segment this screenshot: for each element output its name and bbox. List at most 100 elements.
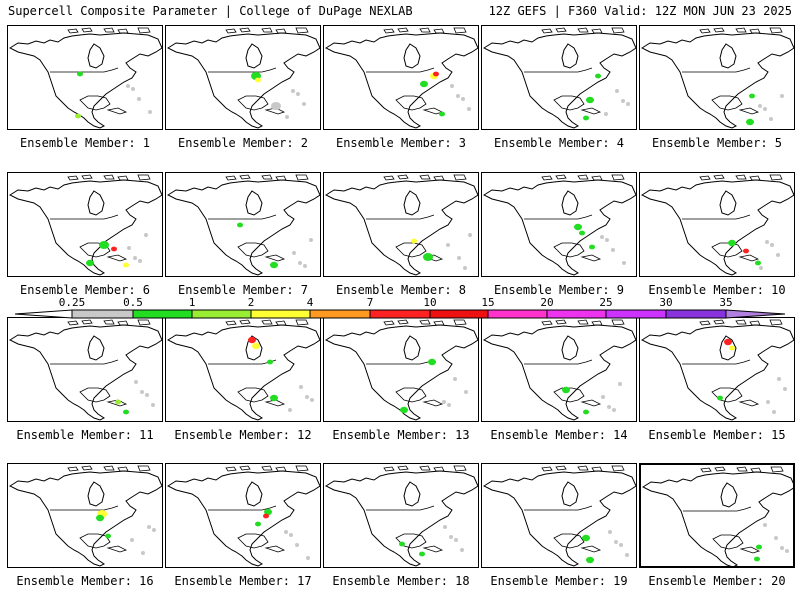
ensemble-member-map-7[interactable] bbox=[165, 172, 321, 277]
ensemble-member-map-18[interactable] bbox=[323, 463, 479, 568]
arctic-island bbox=[453, 27, 467, 34]
arctic-island bbox=[81, 174, 93, 180]
arctic-island bbox=[295, 174, 309, 181]
arctic-island bbox=[555, 27, 567, 33]
ensemble-member-label: Ensemble Member: 5 bbox=[651, 136, 783, 150]
ensemble-member-label: Ensemble Member: 8 bbox=[335, 283, 467, 297]
scp-low-region bbox=[127, 246, 131, 250]
scp-region bbox=[399, 541, 405, 547]
scp-region bbox=[271, 102, 281, 110]
scp-region bbox=[583, 115, 589, 121]
ensemble-member-map-12[interactable] bbox=[165, 317, 321, 422]
arctic-island bbox=[419, 27, 431, 33]
coastline bbox=[641, 471, 793, 566]
arctic-island bbox=[577, 319, 589, 325]
scp-low-region bbox=[605, 238, 609, 242]
ensemble-member-label: Ensemble Member: 2 bbox=[177, 136, 309, 150]
arctic-island bbox=[137, 465, 151, 472]
ensemble-member-map-9[interactable] bbox=[481, 172, 637, 277]
arctic-island bbox=[275, 175, 287, 181]
ensemble-member-map-11[interactable] bbox=[7, 317, 163, 422]
scp-region bbox=[400, 406, 408, 414]
scp-region bbox=[75, 113, 81, 119]
coastline bbox=[166, 470, 320, 567]
scp-low-region bbox=[614, 540, 618, 544]
scp-region bbox=[717, 395, 723, 401]
coastline bbox=[8, 324, 162, 421]
ensemble-member-map-19[interactable] bbox=[481, 463, 637, 568]
ensemble-member-label: Ensemble Member: 3 bbox=[335, 136, 467, 150]
ensemble-member-map-20[interactable] bbox=[639, 463, 795, 568]
ensemble-member-map-14[interactable] bbox=[481, 317, 637, 422]
scp-low-region bbox=[141, 551, 145, 555]
ensemble-member-label: Ensemble Member: 6 bbox=[19, 283, 151, 297]
scp-region bbox=[115, 399, 121, 405]
arctic-island bbox=[225, 466, 237, 472]
scp-region bbox=[579, 230, 585, 236]
ensemble-member-map-4[interactable] bbox=[481, 25, 637, 130]
scp-low-region bbox=[619, 543, 623, 547]
arctic-island bbox=[591, 320, 603, 326]
arctic-island bbox=[611, 465, 625, 472]
arctic-island bbox=[591, 466, 603, 472]
ensemble-member-map-5[interactable] bbox=[639, 25, 795, 130]
scp-low-region bbox=[785, 549, 789, 553]
color-scale-segment bbox=[605, 309, 667, 319]
scp-low-region bbox=[612, 408, 616, 412]
us-canada-border bbox=[366, 359, 435, 365]
arctic-island bbox=[735, 174, 747, 180]
scp-low-region bbox=[461, 97, 465, 101]
scp-low-region bbox=[460, 548, 464, 552]
ensemble-member-label: Ensemble Member: 10 bbox=[648, 283, 786, 297]
scp-low-region bbox=[133, 256, 137, 260]
scp-low-region bbox=[464, 390, 468, 394]
gulf-coast bbox=[553, 95, 585, 111]
ensemble-member-map-15[interactable] bbox=[639, 317, 795, 422]
arctic-island bbox=[225, 175, 237, 181]
ensemble-member-map-10[interactable] bbox=[639, 172, 795, 277]
ensemble-member-map-3[interactable] bbox=[323, 25, 479, 130]
scp-low-region bbox=[449, 535, 453, 539]
coastline bbox=[166, 179, 320, 276]
color-scale-bar bbox=[14, 309, 786, 319]
ensemble-member-map-8[interactable] bbox=[323, 172, 479, 277]
color-scale-segment bbox=[14, 309, 73, 319]
gulf-coast bbox=[553, 533, 585, 549]
gulf-coast bbox=[237, 242, 269, 258]
arctic-island bbox=[699, 28, 711, 34]
us-canada-border bbox=[208, 214, 277, 220]
hudson-bay bbox=[403, 335, 421, 361]
arctic-island bbox=[117, 320, 129, 326]
ensemble-member-label: Ensemble Member: 12 bbox=[174, 428, 312, 442]
ensemble-member-map-1[interactable] bbox=[7, 25, 163, 130]
arctic-island bbox=[397, 27, 409, 33]
scp-low-region bbox=[608, 530, 612, 534]
north-america-map bbox=[640, 174, 794, 276]
ensemble-member-map-6[interactable] bbox=[7, 172, 163, 277]
hudson-bay bbox=[87, 190, 105, 216]
color-scale-segment bbox=[487, 309, 548, 319]
ensemble-member-map-17[interactable] bbox=[165, 463, 321, 568]
arctic-island bbox=[591, 28, 603, 34]
ensemble-member-label: Ensemble Member: 17 bbox=[174, 574, 312, 588]
ensemble-member-map-13[interactable] bbox=[323, 317, 479, 422]
us-canada-border bbox=[524, 67, 593, 73]
color-scale-level: 30 bbox=[659, 296, 673, 309]
arctic-island bbox=[713, 319, 725, 325]
arctic-island bbox=[714, 466, 726, 472]
arctic-island bbox=[225, 28, 237, 34]
ensemble-member-map-16[interactable] bbox=[7, 463, 163, 568]
arctic-island bbox=[750, 467, 762, 473]
scp-region bbox=[586, 556, 594, 564]
ensemble-member-map-2[interactable] bbox=[165, 25, 321, 130]
scp-low-region bbox=[783, 387, 787, 391]
coastline bbox=[8, 470, 162, 567]
arctic-island bbox=[81, 465, 93, 471]
arctic-island bbox=[239, 465, 251, 471]
gulf-coast bbox=[237, 533, 269, 549]
arctic-island bbox=[700, 467, 712, 473]
north-america-map bbox=[166, 465, 320, 567]
arctic-island bbox=[397, 319, 409, 325]
arctic-island bbox=[611, 174, 625, 181]
arctic-island bbox=[770, 466, 784, 473]
